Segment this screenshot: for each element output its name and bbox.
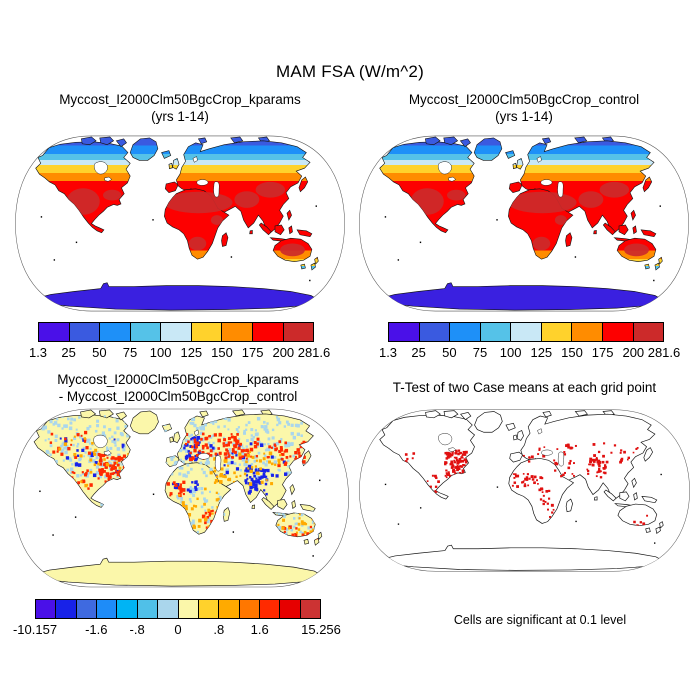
panel-title-control: Myccost_I2000Clm50BgcCrop_control (yrs 1… — [358, 91, 690, 125]
colorbar-cell — [222, 323, 253, 341]
colorbar-cell — [100, 323, 131, 341]
colorbar-tick-label: 1.3 — [378, 345, 398, 360]
colorbar-tick-label: 100 — [499, 345, 522, 360]
colorbar-tick-label: -.8 — [129, 622, 145, 637]
colorbar-cell — [76, 600, 98, 618]
panel-title-control-line2: (yrs 1-14) — [495, 109, 553, 124]
colorbar-tick-label: 281.6 — [297, 345, 331, 360]
colorbar-cell — [191, 323, 223, 341]
colorbar-cell — [602, 323, 634, 341]
colorbar-cell — [198, 600, 220, 618]
colorbar-cell — [283, 323, 314, 341]
panel-title-difference-line2: - Myccost_I2000Clm50BgcCrop_control — [58, 389, 298, 404]
colorbar-cell — [252, 323, 284, 341]
colorbar-tick-label: 1.3 — [28, 345, 48, 360]
colorbar-tick-label: 125 — [530, 345, 553, 360]
colorbar-tick-label: 75 — [472, 345, 488, 360]
colorbar-tick-label: 125 — [180, 345, 203, 360]
colorbar-cells — [35, 599, 321, 619]
colorbar-cell — [69, 323, 101, 341]
colorbar-cell — [219, 600, 240, 618]
colorbar-cells — [388, 322, 664, 342]
colorbar-cell — [39, 323, 70, 341]
colorbar-tick-label: 150 — [561, 345, 583, 360]
colorbar-tick-label: 25 — [411, 345, 426, 360]
colorbar-tick-label: 150 — [211, 345, 233, 360]
colorbar-cell — [56, 600, 77, 618]
colorbar-cell — [419, 323, 451, 341]
colorbar-tick-label: .8 — [213, 622, 225, 637]
colorbar-tick-label: 175 — [241, 345, 264, 360]
panel-title-control-line1: Myccost_I2000Clm50BgcCrop_control — [408, 92, 640, 107]
colorbar-difference: -10.157 -1.6 -.8 0 .8 1.6 15.256 — [13, 599, 341, 637]
colorbar-tick-label: 15.256 — [301, 622, 341, 637]
colorbar-cell — [239, 600, 260, 618]
colorbar-tick-label: 75 — [122, 345, 138, 360]
colorbar-cell — [389, 323, 420, 341]
colorbar-cell — [541, 323, 573, 341]
colorbar-cell — [130, 323, 162, 341]
colorbar-tick-label: 50 — [92, 345, 107, 360]
colorbar-cell — [572, 323, 603, 341]
colorbar-tick-label: 175 — [591, 345, 614, 360]
panel-title-kparams: Myccost_I2000Clm50BgcCrop_kparams (yrs 1… — [14, 91, 346, 125]
map-difference — [13, 408, 349, 588]
colorbar-control: 1.3 25 50 75 100 125 150 175 200 281.6 — [379, 322, 680, 360]
colorbar-tick-label: 281.6 — [647, 345, 681, 360]
figure-title: MAM FSA (W/m^2) — [276, 62, 424, 81]
colorbar-tick-label: 1.6 — [250, 622, 269, 637]
colorbar-cell — [158, 600, 179, 618]
colorbar-cell — [480, 323, 512, 341]
colorbar-cell — [511, 323, 542, 341]
panel-title-difference: Myccost_I2000Clm50BgcCrop_kparams - Mycc… — [10, 371, 346, 405]
panel-title-kparams-line2: (yrs 1-14) — [151, 109, 209, 124]
panel-title-ttest: T-Test of two Case means at each grid po… — [358, 379, 691, 396]
colorbar-tick-label: 100 — [149, 345, 172, 360]
ttest-footnote: Cells are significant at 0.1 level — [453, 613, 627, 627]
colorbar-cell — [450, 323, 481, 341]
colorbar-cell — [161, 323, 192, 341]
colorbar-tick-label: 50 — [442, 345, 457, 360]
colorbar-cell — [36, 600, 57, 618]
colorbar-cell — [633, 323, 664, 341]
colorbar-tick-label: -1.6 — [85, 622, 108, 637]
colorbar-cell — [280, 600, 301, 618]
map-kparams — [15, 135, 345, 312]
colorbar-cell — [178, 600, 199, 618]
colorbar-cells — [38, 322, 314, 342]
colorbar-cell — [137, 600, 159, 618]
colorbar-tick-label: 200 — [622, 345, 645, 360]
map-control — [359, 135, 689, 312]
colorbar-tick-label: 0 — [174, 622, 182, 637]
colorbar-tick-label: 200 — [272, 345, 295, 360]
panel-title-difference-line1: Myccost_I2000Clm50BgcCrop_kparams — [57, 372, 299, 387]
colorbar-cell — [300, 600, 321, 618]
map-ttest — [359, 409, 690, 572]
panel-title-ttest-line1: T-Test of two Case means at each grid po… — [392, 380, 657, 395]
colorbar-cell — [259, 600, 281, 618]
colorbar-cell — [117, 600, 138, 618]
colorbar-cell — [97, 600, 118, 618]
colorbar-kparams: 1.3 25 50 75 100 125 150 175 200 281.6 — [29, 322, 330, 360]
panel-title-kparams-line1: Myccost_I2000Clm50BgcCrop_kparams — [59, 92, 301, 107]
colorbar-tick-label: 25 — [61, 345, 76, 360]
colorbar-tick-label: -10.157 — [12, 622, 58, 637]
